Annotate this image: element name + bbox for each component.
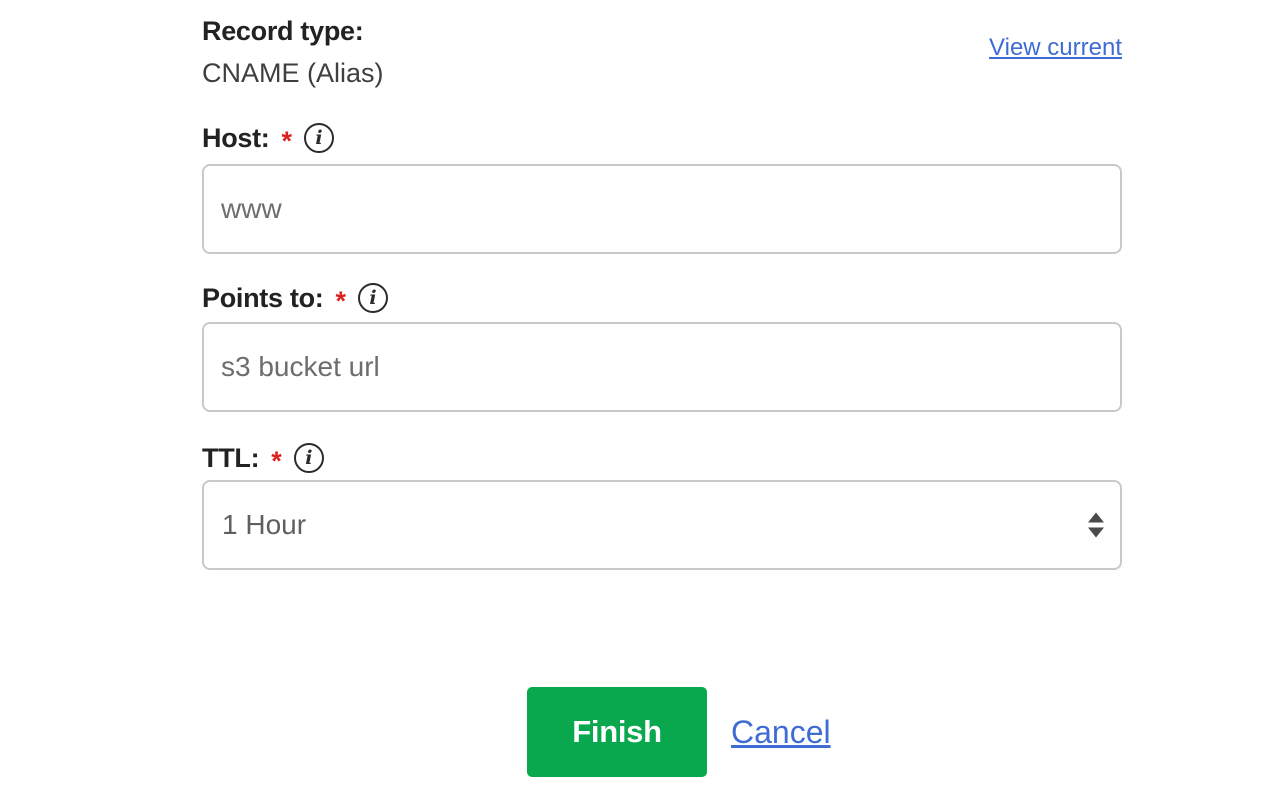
form-actions: Finish Cancel [527,687,831,777]
ttl-label-row: TTL: * i [202,442,324,476]
points-to-input[interactable] [202,322,1122,412]
host-label-row: Host: * i [202,122,335,156]
view-current-link[interactable]: View current [989,34,1122,61]
chevron-down-icon [1088,527,1104,538]
chevron-up-icon [1088,512,1104,523]
required-asterisk: * [335,285,346,316]
required-asterisk: * [271,445,282,476]
info-icon[interactable]: i [358,283,388,313]
info-icon[interactable]: i [304,123,335,153]
record-type-label: Record type: [202,16,364,46]
ttl-label: TTL: [202,442,260,473]
select-spinner-icon [1088,512,1104,538]
ttl-selected-value: 1 Hour [222,509,307,540]
points-to-label: Points to: [202,282,324,313]
required-asterisk: * [281,125,293,156]
finish-button[interactable]: Finish [527,687,707,777]
points-to-label-row: Points to: * i [202,282,388,316]
info-icon[interactable]: i [293,443,324,473]
ttl-select[interactable]: 1 Hour [202,480,1122,570]
record-type-value: CNAME (Alias) [202,58,384,88]
cancel-link[interactable]: Cancel [731,713,831,750]
host-label: Host: [202,122,270,153]
host-input[interactable] [202,164,1122,254]
